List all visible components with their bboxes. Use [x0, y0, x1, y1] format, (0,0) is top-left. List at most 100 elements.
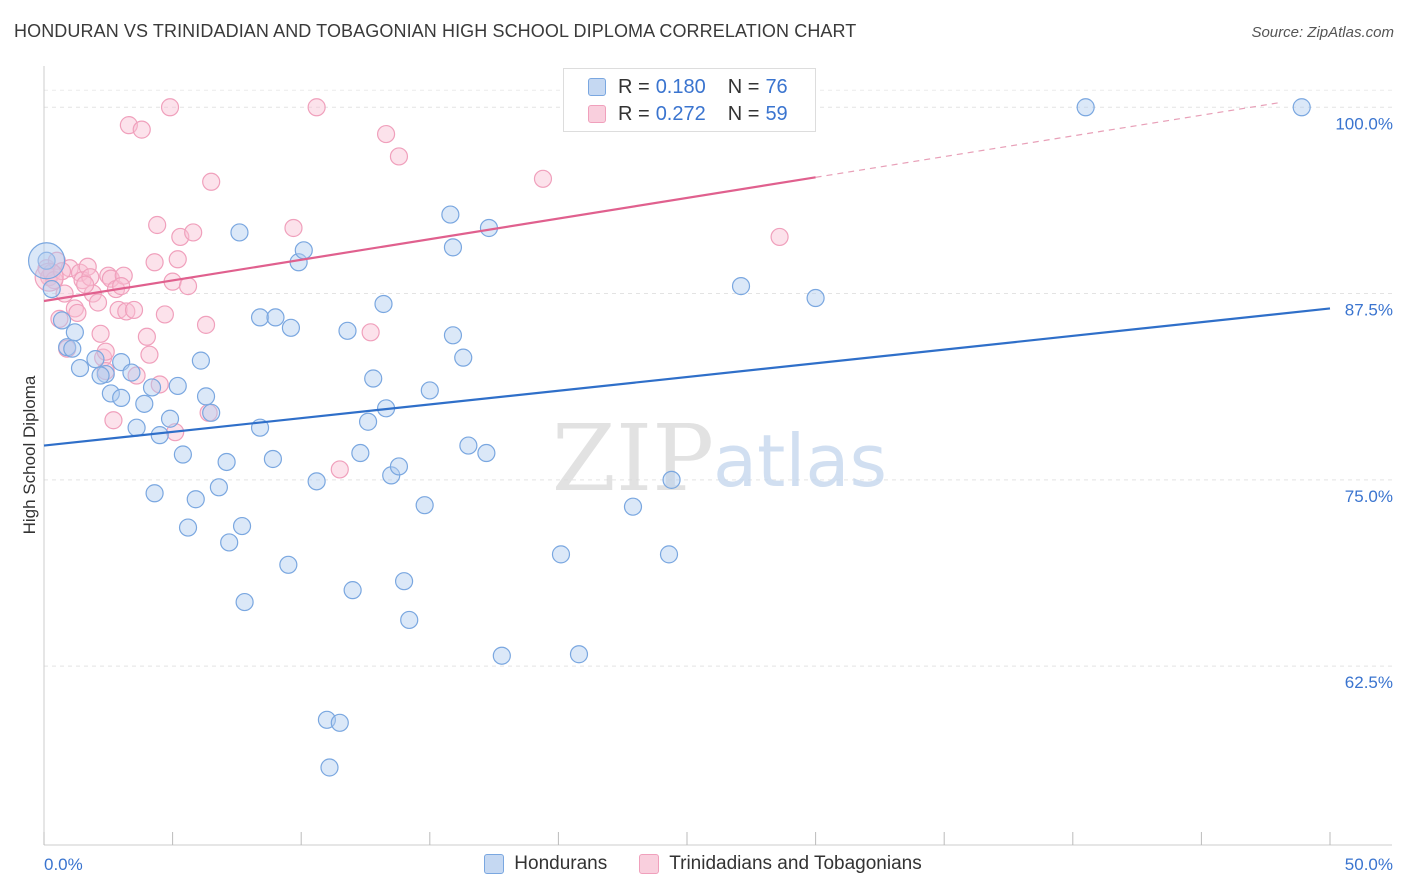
- trinidadian-point: [196, 315, 216, 334]
- legend-label-trinidadians: Trinidadians and Tobagonians: [669, 853, 922, 874]
- legend-r-value: 0.180: [655, 75, 706, 98]
- trinidadian-point: [155, 305, 174, 324]
- trinidadian-point: [114, 266, 133, 285]
- legend-swatch-pink: [588, 105, 606, 123]
- honduran-point: [731, 277, 751, 296]
- trinidadian-point: [104, 411, 123, 430]
- trinidadian-point: [330, 460, 349, 479]
- honduran-point: [209, 478, 228, 497]
- legend-n-value: 59: [765, 102, 788, 125]
- honduran-point: [217, 452, 236, 472]
- y-tick-label: 75.0%: [1345, 487, 1393, 506]
- trinidadian-point: [124, 300, 144, 320]
- trinidadian-trend-line: [43, 176, 816, 303]
- honduran-point: [623, 497, 643, 516]
- honduran-point: [551, 545, 571, 564]
- honduran-point: [70, 358, 90, 378]
- trinidadian-point: [148, 215, 167, 235]
- honduran-point: [42, 279, 61, 299]
- trinidadian-point: [376, 124, 396, 144]
- honduran-point: [400, 610, 419, 630]
- honduran-point: [37, 251, 56, 270]
- honduran-point: [343, 581, 362, 600]
- honduran-point: [173, 445, 192, 464]
- honduran-point: [374, 294, 393, 314]
- legend-swatch-trinidadians: [639, 854, 660, 874]
- watermark-zip: ZIP: [552, 405, 714, 512]
- honduran-point: [415, 496, 434, 515]
- trinidadian-point: [160, 98, 180, 117]
- honduran-point: [65, 323, 84, 342]
- trinidadian-point: [389, 147, 409, 166]
- y-tick-label: 100.0%: [1335, 114, 1393, 133]
- trinidadian-point: [88, 293, 108, 312]
- legend-item-trinidadians[interactable]: Trinidadians and Tobagonians: [639, 853, 922, 875]
- honduran-point: [220, 533, 239, 552]
- trinidadian-point: [96, 342, 115, 361]
- honduran-point-cluster: [27, 242, 66, 280]
- source-credit: Source: ZipAtlas.com: [1251, 24, 1394, 41]
- honduran-point: [279, 555, 298, 574]
- honduran-point: [52, 311, 72, 330]
- honduran-point: [659, 545, 679, 564]
- honduran-point: [196, 387, 216, 406]
- honduran-point: [441, 205, 460, 224]
- honduran-point: [492, 646, 511, 665]
- legend-row-trinidadians: R = 0.272 N = 59: [588, 103, 788, 125]
- honduran-point: [364, 369, 383, 388]
- legend-item-hondurans[interactable]: Hondurans: [484, 853, 607, 875]
- honduran-point: [281, 318, 301, 337]
- honduran-point: [232, 516, 252, 536]
- trinidadian-point: [168, 250, 187, 269]
- trinidadian-point: [202, 172, 221, 191]
- legend-label-hondurans: Hondurans: [514, 853, 608, 874]
- honduran-point: [443, 326, 463, 345]
- honduran-point: [145, 484, 164, 503]
- tick-labels: 62.5% 75.0% 87.5% 100.0% 0.0% 50.0%: [44, 114, 1393, 874]
- x-tick-label: 0.0%: [44, 855, 83, 874]
- trinidadian-trend-extension: [815, 102, 1279, 178]
- trend-lines: [43, 102, 1331, 447]
- trinidadian-point: [137, 327, 156, 346]
- legend-r-label: R =: [618, 75, 650, 98]
- trinidadian-point: [109, 300, 128, 320]
- honduran-point: [420, 381, 439, 400]
- honduran-point: [122, 363, 141, 382]
- honduran-point: [202, 403, 221, 422]
- honduran-point: [454, 348, 473, 367]
- honduran-point: [112, 388, 131, 407]
- honduran-point: [320, 758, 339, 777]
- honduran-point: [142, 378, 162, 397]
- honduran-point: [63, 339, 82, 358]
- honduran-trend-line: [43, 307, 1331, 447]
- y-tick-label: 87.5%: [1345, 301, 1393, 320]
- trinidadian-point: [127, 366, 146, 385]
- honduran-point: [150, 426, 169, 445]
- honduran-point: [459, 436, 478, 455]
- trinidadian-point: [770, 227, 789, 247]
- legend-n-label: N =: [727, 102, 760, 125]
- trinidadian-point: [112, 277, 131, 296]
- trinidadian-point: [117, 302, 136, 321]
- honduran-point: [168, 376, 187, 396]
- legend-swatch-hondurans: [484, 854, 505, 874]
- trinidadian-point: [178, 277, 198, 296]
- honduran-point: [86, 350, 105, 369]
- honduran-point: [330, 713, 349, 732]
- watermark-atlas: atlas: [713, 419, 887, 503]
- trinidadian-point: [76, 275, 95, 294]
- legend-row-hondurans: R = 0.180 N = 76: [588, 76, 788, 98]
- honduran-point: [389, 457, 409, 476]
- trinidadian-point: [533, 169, 553, 188]
- honduran-point: [250, 308, 270, 327]
- honduran-point: [1076, 98, 1095, 117]
- chart-title: HONDURAN VS TRINIDADIAN AND TOBAGONIAN H…: [14, 21, 857, 41]
- honduran-point: [91, 366, 110, 385]
- honduran-point: [351, 443, 370, 463]
- trinidadian-point: [99, 266, 118, 285]
- honduran-point: [358, 412, 378, 431]
- trinidadian-point: [91, 324, 110, 343]
- honduran-point: [1292, 98, 1311, 117]
- trinidadian-point: [78, 257, 97, 276]
- honduran-point: [127, 418, 146, 437]
